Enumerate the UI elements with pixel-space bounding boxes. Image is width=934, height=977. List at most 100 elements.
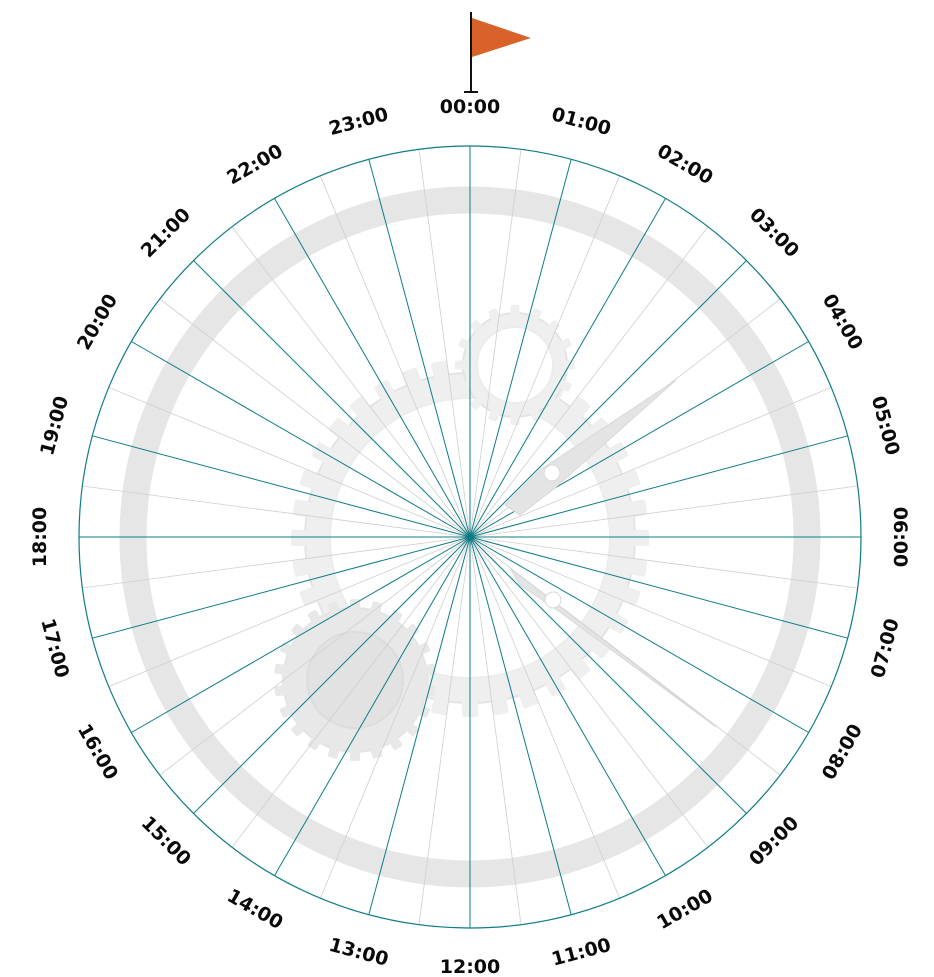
gear-tooth bbox=[548, 320, 560, 332]
gear-tooth bbox=[431, 360, 450, 379]
gear-tooth bbox=[490, 697, 509, 716]
gear-tooth bbox=[401, 367, 422, 388]
gear-tooth bbox=[518, 688, 539, 709]
gear-tooth bbox=[327, 746, 340, 759]
hour-label: 19:00 bbox=[36, 394, 73, 458]
hour-label: 14:00 bbox=[223, 885, 286, 934]
gear-tooth bbox=[274, 663, 287, 675]
hour-grid-line bbox=[469, 260, 747, 538]
hour-label: 04:00 bbox=[818, 290, 867, 353]
gear-tooth bbox=[350, 599, 360, 610]
hour-label: 18:00 bbox=[29, 507, 51, 567]
gear-tooth bbox=[607, 442, 629, 463]
gear-tooth bbox=[488, 308, 500, 320]
hour-label: 01:00 bbox=[549, 103, 613, 140]
gear-tooth bbox=[423, 685, 436, 697]
hour-grid-line bbox=[469, 198, 666, 538]
hour-grid-line bbox=[92, 536, 471, 639]
hour-grid-line bbox=[274, 198, 471, 538]
hour-label: 16:00 bbox=[73, 720, 122, 783]
center-dot bbox=[467, 534, 473, 540]
gear-tooth bbox=[620, 469, 641, 490]
gear-tooth bbox=[350, 750, 360, 761]
hour-label: 12:00 bbox=[440, 956, 500, 977]
minor-grid-line bbox=[469, 536, 620, 899]
minor-grid-line bbox=[469, 536, 522, 925]
minor-grid-line bbox=[320, 536, 471, 899]
gear-tooth bbox=[633, 530, 649, 546]
minor-grid-line bbox=[320, 175, 471, 538]
gear-tooth bbox=[629, 499, 648, 518]
gear-tooth bbox=[488, 410, 500, 422]
minor-grid-line bbox=[469, 387, 832, 538]
hour-label: 07:00 bbox=[867, 616, 904, 680]
gear-tooth bbox=[292, 558, 311, 577]
hand-icon bbox=[504, 379, 717, 728]
gear-tooth bbox=[291, 530, 307, 546]
gear-tooth bbox=[569, 658, 591, 680]
gear-tooth bbox=[510, 305, 520, 315]
minor-grid-line bbox=[82, 485, 471, 538]
hour-grid-lines bbox=[79, 146, 861, 928]
hour-grid-line bbox=[368, 536, 471, 915]
gear-tooth bbox=[530, 308, 542, 320]
hour-label: 22:00 bbox=[223, 140, 286, 189]
minor-grid-line bbox=[159, 298, 471, 538]
gear-tooth bbox=[299, 469, 320, 490]
gear-tooth bbox=[470, 320, 482, 332]
gear-tooth bbox=[389, 736, 403, 751]
minor-grid-line bbox=[469, 149, 522, 538]
small-gear-icon bbox=[455, 305, 575, 425]
hour-label: 21:00 bbox=[137, 204, 195, 262]
gear-tooth bbox=[307, 609, 321, 624]
gear-tooth bbox=[291, 623, 305, 638]
minor-grid-line bbox=[469, 226, 709, 538]
minor-grid-line bbox=[108, 536, 471, 687]
gear-tooth bbox=[423, 663, 436, 675]
minor-grid-line bbox=[418, 536, 471, 925]
gear-tooth bbox=[431, 697, 450, 716]
gear-watermark bbox=[274, 305, 649, 761]
hour-label: 11:00 bbox=[549, 934, 613, 971]
hour-grid-line bbox=[469, 536, 747, 814]
minor-grid-line bbox=[418, 149, 471, 538]
gear-tooth bbox=[565, 360, 575, 370]
hour-label: 05:00 bbox=[867, 394, 904, 458]
minor-grid-line bbox=[469, 175, 620, 538]
hour-grid-line bbox=[469, 536, 848, 639]
gear-tooth bbox=[607, 613, 629, 634]
gear-tooth bbox=[279, 642, 293, 655]
hour-label: 15:00 bbox=[137, 812, 195, 870]
hour-label: 00:00 bbox=[440, 96, 500, 118]
gear-tooth bbox=[274, 685, 287, 697]
hour-grid-line bbox=[368, 159, 471, 538]
hour-grid-line bbox=[469, 159, 572, 538]
hour-label: 08:00 bbox=[818, 720, 867, 783]
hour-grid-line bbox=[469, 536, 572, 915]
gear-tooth bbox=[405, 623, 419, 638]
gear-tooth bbox=[327, 601, 340, 614]
hour-grid-line bbox=[131, 536, 471, 733]
gear-tooth bbox=[458, 380, 470, 392]
gear-tooth bbox=[470, 398, 482, 410]
hour-grid-line bbox=[193, 536, 471, 814]
hour-grid-line bbox=[274, 536, 471, 876]
hour-label: 03:00 bbox=[745, 204, 803, 262]
gear-tooth bbox=[629, 558, 648, 577]
minor-grid-line bbox=[231, 536, 471, 848]
minor-grid-line bbox=[469, 536, 832, 687]
gear-tooth bbox=[560, 338, 572, 350]
gear-tooth bbox=[455, 360, 465, 370]
hour-label: 17:00 bbox=[36, 616, 73, 680]
flag-icon bbox=[464, 12, 531, 93]
minor-grid-line bbox=[231, 226, 471, 538]
minor-grid-line bbox=[108, 387, 471, 538]
minor-grid-line bbox=[469, 536, 709, 848]
hour-grid-line bbox=[469, 536, 809, 733]
gear-tooth bbox=[545, 675, 566, 697]
gear-tooth bbox=[349, 396, 371, 418]
gear-tooth bbox=[311, 442, 333, 463]
hour-grid-line bbox=[469, 435, 848, 538]
gear-tooth bbox=[389, 609, 403, 624]
gear-tooth bbox=[548, 398, 560, 410]
